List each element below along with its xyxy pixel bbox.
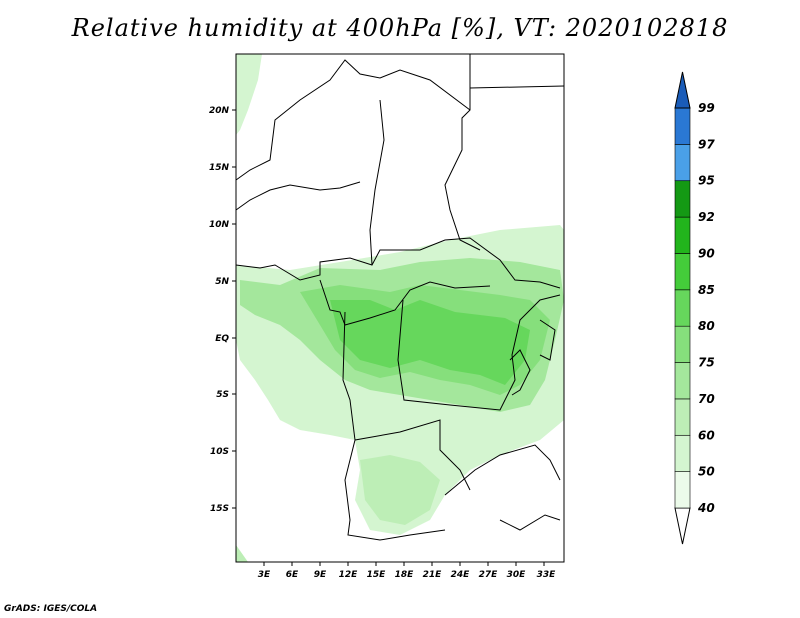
colorbar-segment [674, 434, 691, 472]
colorbar-label: 97 [698, 137, 715, 151]
lat-label: 15S [210, 504, 229, 514]
colorbar-segment [674, 471, 691, 509]
colorbar-label: 75 [698, 356, 715, 370]
humidity-region-darkest [330, 300, 530, 385]
colorbar-segment [674, 398, 691, 436]
lon-label: 15E [367, 570, 387, 580]
lon-label: 6E [286, 570, 299, 580]
humidity-region-southwest [236, 545, 248, 562]
colorbar-segment [674, 180, 691, 218]
lon-label: 30E [507, 570, 527, 580]
colorbar-segment [674, 289, 691, 327]
colorbar-label: 70 [698, 392, 715, 406]
colorbar-segment [674, 325, 691, 363]
colorbar-label: 99 [698, 101, 715, 115]
colorbar-segment [674, 144, 691, 182]
lon-label: 24E [451, 570, 471, 580]
lon-label: 27E [479, 570, 499, 580]
lat-label: 10N [209, 220, 230, 230]
lon-label: 18E [395, 570, 415, 580]
colorbar-label: 85 [698, 283, 715, 297]
lon-axis: 3E 6E 9E 12E 15E 18E 21E 24E 27E 30E 33E [258, 570, 556, 580]
lon-label: 21E [423, 570, 443, 580]
country-borders [235, 54, 565, 541]
colorbar-label: 92 [698, 210, 715, 224]
colorbar-label: 60 [698, 428, 715, 442]
humidity-field [236, 54, 564, 562]
colorbar-segment [674, 362, 691, 400]
colorbar-min-triangle [674, 507, 691, 545]
map-title: Relative humidity at 400hPa [%], VT: 202… [71, 14, 729, 42]
lon-label: 33E [537, 570, 557, 580]
map-panel: 20N 15N 10N 5N EQ 5S 10S 15S 3E 6E 9E 12… [209, 53, 565, 580]
colorbar-segment [674, 253, 691, 291]
lat-label: EQ [215, 334, 229, 344]
colorbar-label: 90 [698, 246, 715, 260]
lat-label: 15N [209, 163, 230, 173]
lat-axis: 20N 15N 10N 5N EQ 5S 10S 15S [209, 106, 230, 514]
lon-label: 9E [314, 570, 327, 580]
colorbar-max-triangle [674, 71, 691, 109]
lon-label: 3E [258, 570, 271, 580]
lat-ticks [232, 109, 545, 566]
colorbar: 40 50 60 70 75 80 85 90 92 95 97 99 [674, 71, 715, 545]
lat-label: 5S [216, 390, 229, 400]
lon-label: 12E [339, 570, 359, 580]
map-frame [235, 53, 565, 563]
colorbar-label: 40 [697, 501, 715, 515]
colorbar-label: 50 [698, 465, 715, 479]
lat-label: 20N [209, 106, 230, 116]
humidity-region-northwest [236, 54, 262, 135]
colorbar-segment [674, 107, 691, 145]
credit-text: GrADS: IGES/COLA [4, 604, 98, 614]
colorbar-segment [674, 216, 691, 254]
colorbar-label: 80 [698, 319, 715, 333]
humidity-region-south [360, 455, 440, 525]
lat-label: 10S [210, 447, 229, 457]
colorbar-label: 95 [698, 174, 715, 188]
lat-label: 5N [215, 277, 229, 287]
